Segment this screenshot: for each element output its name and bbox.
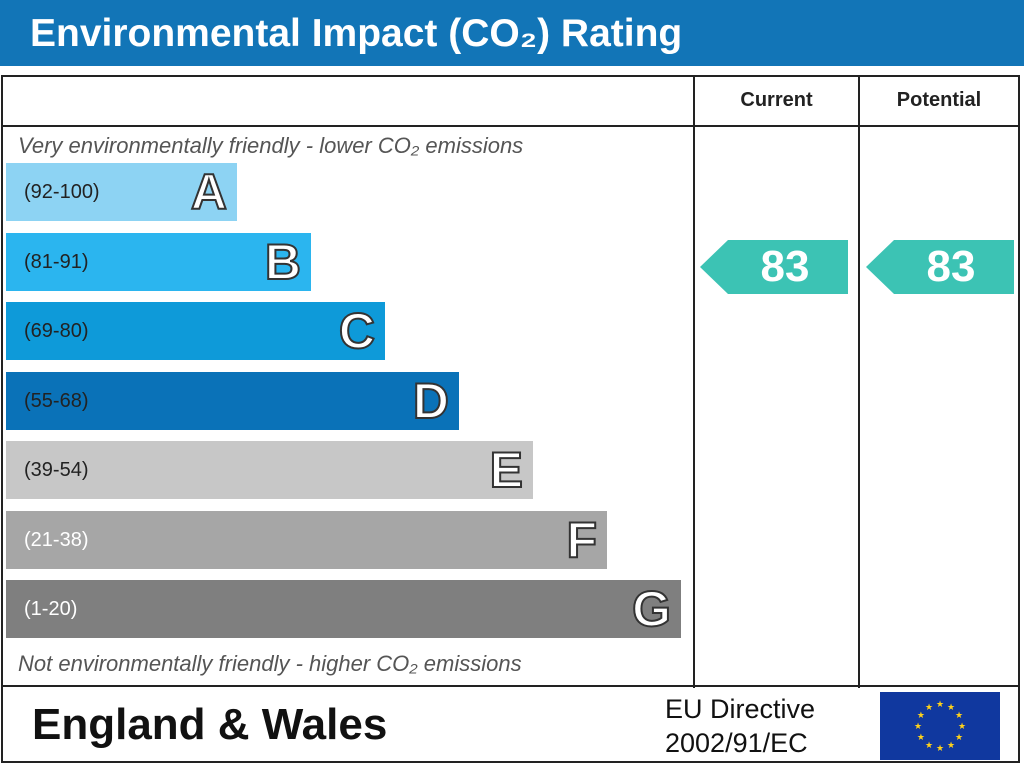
eu-star-icon: ★ xyxy=(955,732,963,742)
band-letter-g: G xyxy=(631,581,672,637)
band-letter-c: C xyxy=(338,303,376,359)
chart-title: Environmental Impact (CO₂) Rating xyxy=(30,12,683,55)
eu-star-icon: ★ xyxy=(947,702,955,712)
current-arrow-shape xyxy=(700,240,848,294)
band-range-f: (21-38) xyxy=(24,529,89,551)
title-bar: Environmental Impact (CO₂) Rating xyxy=(0,0,1024,66)
eu-star-icon: ★ xyxy=(936,743,944,753)
band-c: (69-80) C xyxy=(6,302,385,360)
eu-star-icon: ★ xyxy=(917,732,925,742)
eu-directive: EU Directive 2002/91/EC xyxy=(665,692,815,760)
eu-directive-line2: 2002/91/EC xyxy=(665,728,808,758)
potential-rating-indicator: 83 xyxy=(866,240,1014,294)
band-range-d: (55-68) xyxy=(24,390,89,412)
eu-star-icon: ★ xyxy=(925,740,933,750)
band-range-a: (92-100) xyxy=(24,181,100,203)
band-g: (1-20) G xyxy=(6,580,681,638)
band-f: (21-38) F xyxy=(6,511,607,569)
eu-star-icon: ★ xyxy=(958,721,966,731)
eu-flag-icon: ★★★★★★★★★ ★ ★★ xyxy=(880,692,1000,760)
eu-star-icon: ★ xyxy=(925,702,933,712)
column-header-current: Current xyxy=(740,89,813,111)
divider-current xyxy=(693,75,695,688)
band-range-e: (39-54) xyxy=(24,459,89,481)
bottom-note: Not environmentally friendly - higher CO… xyxy=(18,651,522,676)
band-letter-e: E xyxy=(489,442,524,498)
divider-potential xyxy=(858,75,860,688)
band-range-b: (81-91) xyxy=(24,251,89,273)
eu-star-icon: ★ xyxy=(914,721,922,731)
column-header-potential: Potential xyxy=(896,89,982,111)
potential-rating-value: 83 xyxy=(926,242,976,291)
current-rating-indicator: 83 xyxy=(700,240,848,294)
band-letter-b: B xyxy=(264,234,302,290)
footer-divider xyxy=(1,685,1020,687)
eu-star-icon: ★ xyxy=(917,710,925,720)
band-letter-a: A xyxy=(190,164,228,220)
eu-star-icon: ★ xyxy=(947,740,955,750)
potential-arrow-shape xyxy=(866,240,1014,294)
current-rating-value: 83 xyxy=(760,242,810,291)
band-range-g: (1-20) xyxy=(24,598,78,620)
band-letter-f: F xyxy=(565,512,598,568)
eu-directive-line1: EU Directive xyxy=(665,694,816,724)
region-label: England & Wales xyxy=(32,700,388,749)
band-d: (55-68) D xyxy=(6,372,459,430)
header-divider xyxy=(1,125,1020,127)
band-e: (39-54) E xyxy=(6,441,533,499)
band-a: (92-100) A xyxy=(6,163,237,221)
chart-frame xyxy=(1,75,1020,763)
eu-star-icon: ★ xyxy=(955,710,963,720)
top-note: Very environmentally friendly - lower CO… xyxy=(18,133,524,158)
eu-star-icon: ★ xyxy=(936,699,944,709)
band-range-c: (69-80) xyxy=(24,320,89,342)
band-letter-d: D xyxy=(412,373,450,429)
band-b: (81-91) B xyxy=(6,233,311,291)
